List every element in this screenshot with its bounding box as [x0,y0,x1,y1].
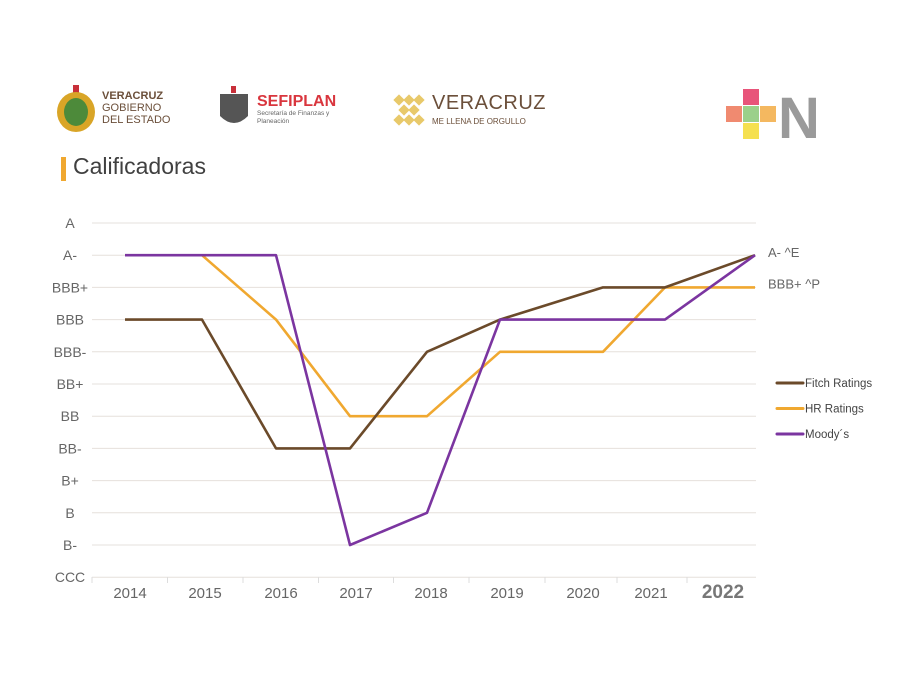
n-brand-logo: N [726,89,820,139]
x-tick-label: 2019 [490,585,523,602]
x-tick-label: 2016 [264,585,297,602]
x-tick-label: 2022 [702,582,744,603]
legend-label: Fitch Ratings [805,378,872,390]
series-line-fitch-ratings [125,253,756,450]
sefiplan-shield-logo [220,86,248,123]
x-tick-label: 2018 [414,585,447,602]
title-accent-bar [61,157,66,181]
sefiplan-name: SEFIPLAN [257,93,337,110]
y-tick-label: BB+ [57,376,84,392]
x-tick-label: 2017 [339,585,372,602]
legend-label: HR Ratings [805,404,864,416]
legend-label: Moody´s [805,429,849,441]
page-title: Calificadoras [73,153,206,179]
sefiplan-subtitle: Secretaría de Finanzas y Planeación [257,110,330,125]
series-line-moody-s [125,253,756,547]
y-tick-label: A- [63,247,77,263]
y-tick-label: BB- [58,440,82,456]
y-tick-label: BBB- [54,344,87,360]
y-tick-label: B+ [61,473,79,489]
veracruz-brand-name: VERACRUZ [432,92,547,114]
y-tick-label: BBB+ [52,279,88,295]
y-tick-label: B- [63,537,77,553]
x-tick-label: 2015 [188,585,221,602]
svg-text:N: N [778,89,820,139]
veracruz-coat-of-arms-logo [57,85,95,132]
y-tick-label: A [65,215,75,231]
gobierno-logo-text: VERACRUZ GOBIERNO DEL ESTADO [102,90,171,126]
y-tick-label: B [65,505,74,521]
veracruz-pattern-logo [393,94,425,126]
y-tick-label: CCC [55,569,85,585]
end-annotation: BBB+ ^P [768,276,820,291]
series-line-hr-ratings [201,254,755,418]
x-tick-label: 2021 [634,585,667,602]
end-annotation: A- ^E [768,245,800,260]
x-tick-label: 2014 [113,585,146,602]
y-tick-label: BBB [56,312,84,328]
y-tick-label: BB [61,408,80,424]
x-tick-label: 2020 [566,585,599,602]
veracruz-tagline: ME LLENA DE ORGULLO [432,117,526,126]
